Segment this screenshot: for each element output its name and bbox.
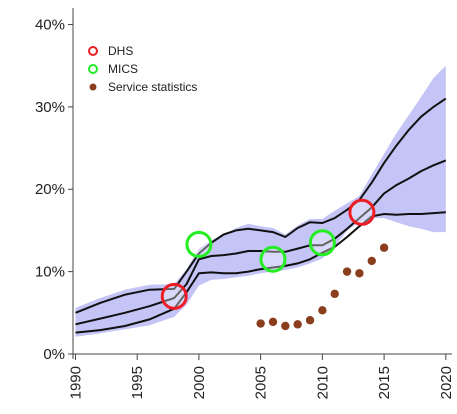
x-tick-label: 2000 xyxy=(191,366,208,399)
service-statistics-point xyxy=(331,290,339,298)
service-statistics-point xyxy=(343,267,351,275)
x-tick-label: 2020 xyxy=(438,366,455,399)
service-statistics-point xyxy=(269,318,277,326)
dhs-survey-point xyxy=(350,200,374,224)
y-tick-label: 30% xyxy=(35,99,65,116)
x-tick-label: 1995 xyxy=(129,366,146,399)
uncertainty-band xyxy=(76,66,446,337)
service-statistics-point xyxy=(380,244,388,252)
x-tick-label: 2010 xyxy=(314,366,331,399)
legend-dhs-marker xyxy=(89,47,97,55)
service-statistics-point xyxy=(306,316,314,324)
service-statistics-point xyxy=(368,257,376,265)
service-statistics-point xyxy=(293,320,301,328)
y-tick-label: 10% xyxy=(35,264,65,281)
service-statistics-point xyxy=(256,319,264,327)
legend-service-label: Service statistics xyxy=(108,80,197,94)
dhs-survey-point xyxy=(162,284,186,308)
service-statistics-point xyxy=(318,306,326,314)
mics-survey-point xyxy=(310,231,334,255)
y-tick-label: 40% xyxy=(35,16,65,33)
service-statistics-point xyxy=(281,322,289,330)
service-statistics-point xyxy=(355,269,363,277)
legend-service-marker xyxy=(90,84,97,91)
y-tick-label: 0% xyxy=(43,346,65,363)
mics-survey-point xyxy=(187,232,211,256)
legend-dhs-label: DHS xyxy=(108,44,133,58)
x-tick-label: 1990 xyxy=(67,366,84,399)
uncertainty-band-layer xyxy=(76,66,446,337)
legend-mics-label: MICS xyxy=(108,62,138,76)
legend-mics-marker xyxy=(89,65,97,73)
mics-survey-point xyxy=(261,247,285,271)
y-tick-label: 20% xyxy=(35,181,65,198)
x-tick-label: 2005 xyxy=(253,366,270,399)
x-tick-label: 2015 xyxy=(376,366,393,399)
legend: DHS MICS Service statistics xyxy=(89,44,197,94)
